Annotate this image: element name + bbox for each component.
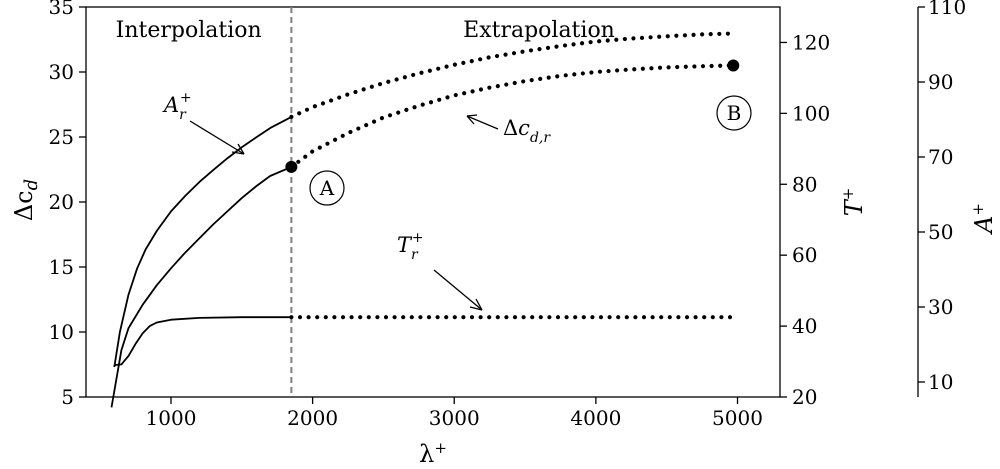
x-tick-label: 2000 — [287, 406, 338, 430]
left-tick-label: 5 — [61, 385, 74, 409]
annotation-t-r-plus: Tr+ — [397, 230, 483, 311]
marker-label-circle-a — [309, 170, 345, 206]
t-plus-tick-label: 80 — [792, 172, 817, 196]
annotation-delta-cdr-text: Δcd,r — [503, 116, 551, 146]
annotation-a-r-plus-arrowhead — [231, 143, 245, 155]
a-plus-tick-label: 70 — [928, 145, 953, 169]
left-axis-label: Δcd — [10, 179, 42, 221]
a-plus-axis-label: A+ — [969, 203, 998, 235]
a-plus-tick-label: 10 — [928, 370, 953, 394]
marker-label-a: A — [319, 176, 335, 200]
t-plus-tick-label: 40 — [792, 314, 817, 338]
series-layer — [110, 31, 733, 408]
annotation-delta-cdr-arrowhead — [466, 114, 478, 125]
marker-label-b: B — [727, 101, 742, 125]
series-line-4-solid — [114, 316, 292, 366]
annotation-a-r-plus: Ar+ — [162, 90, 245, 155]
marker-label-circle-b — [716, 95, 752, 131]
annotation-delta-cdr-arrow — [466, 115, 499, 130]
annotation-t-r-plus-text: Tr+ — [397, 230, 423, 263]
a-plus-tick-label: 110 — [928, 0, 966, 19]
left-tick-label: 25 — [49, 125, 74, 149]
x-tick-label: 5000 — [712, 406, 763, 430]
region-label-interpolation: Interpolation — [116, 18, 262, 43]
annotation-t-r-plus-arrowhead — [469, 298, 483, 311]
annotation-a-r-plus-arrow — [189, 120, 245, 155]
left-tick-label: 20 — [49, 190, 74, 214]
series-line-0-solid — [113, 116, 292, 368]
a-plus-tick-label: 30 — [928, 295, 953, 319]
a-plus-tick-label: 50 — [928, 220, 953, 244]
annotation-delta-cdr: Δcd,r — [466, 114, 551, 146]
t-plus-tick-label: 20 — [792, 385, 817, 409]
a-plus-tick-label: 90 — [928, 70, 953, 94]
t-plus-tick-label: 100 — [792, 101, 830, 125]
left-tick-label: 30 — [49, 60, 74, 84]
t-plus-axis-ticks: 20 40 60 80 100 120 — [780, 30, 830, 409]
marker-point-b — [727, 59, 740, 72]
left-tick-label: 10 — [49, 320, 74, 344]
series-line-2-solid — [110, 166, 292, 408]
x-tick-label: 4000 — [570, 406, 621, 430]
a-plus-axis-ticks: 10 30 50 70 90 110 — [918, 0, 966, 394]
annotation-t-r-plus-arrow — [433, 269, 483, 311]
region-label-extrapolation: Extrapolation — [463, 18, 615, 43]
x-tick-label: 3000 — [429, 406, 480, 430]
bottom-axis-ticks: 1000 2000 3000 4000 5000 — [146, 397, 763, 430]
annotation-a-r-plus-text: Ar+ — [162, 90, 192, 123]
t-plus-tick-label: 120 — [792, 30, 830, 54]
series-line-3-dotted — [289, 63, 733, 169]
x-axis-label: λ+ — [419, 439, 447, 468]
left-tick-label: 35 — [49, 0, 74, 19]
left-axis-ticks: 5 10 15 20 25 30 35 — [49, 0, 86, 409]
t-plus-axis-label: T+ — [839, 188, 868, 217]
t-plus-tick-label: 60 — [792, 243, 817, 267]
left-tick-label: 15 — [49, 255, 74, 279]
marker-point-a — [285, 160, 298, 173]
series-line-1-dotted — [289, 31, 733, 119]
x-tick-label: 1000 — [146, 406, 197, 430]
marker-layer: AB — [285, 59, 752, 206]
